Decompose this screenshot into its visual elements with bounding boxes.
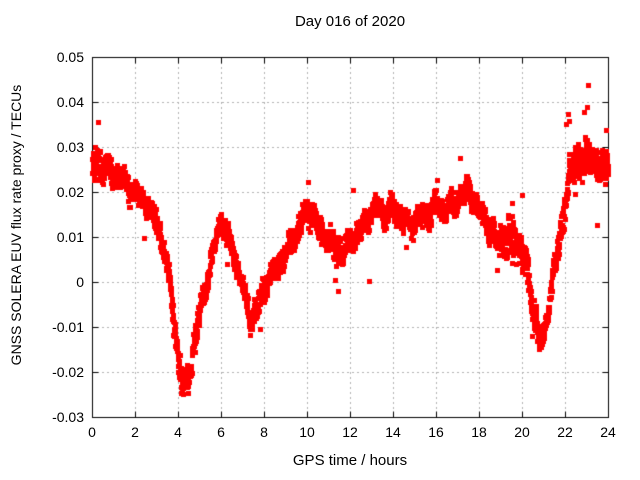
x-axis-label: GPS time / hours [292,452,408,469]
y-tick-label: 0 [76,274,84,290]
y-tick-label: -0.01 [52,319,84,335]
x-tick-label: 20 [514,424,530,440]
y-tick-label: 0.03 [56,139,84,155]
x-tick-label: 2 [131,424,139,440]
x-tick-label: 18 [471,424,487,440]
y-tick-label: 0.04 [56,94,84,110]
x-tick-label: 24 [600,424,616,440]
y-tick-label: 0.05 [56,49,84,65]
y-tick-label: 0.01 [56,229,84,245]
chart-title: Day 016 of 2020 [294,13,406,30]
y-tick-label: -0.03 [52,409,84,425]
y-tick-label: -0.02 [52,364,84,380]
x-tick-label: 4 [174,424,182,440]
y-tick-label: 0.02 [56,184,84,200]
x-tick-label: 14 [385,424,401,440]
x-tick-label: 6 [217,424,225,440]
x-tick-label: 10 [299,424,315,440]
x-tick-label: 22 [557,424,573,440]
x-tick-label: 16 [428,424,444,440]
x-tick-label: 8 [260,424,268,440]
x-tick-label: 12 [342,424,358,440]
x-tick-label: 0 [88,424,96,440]
